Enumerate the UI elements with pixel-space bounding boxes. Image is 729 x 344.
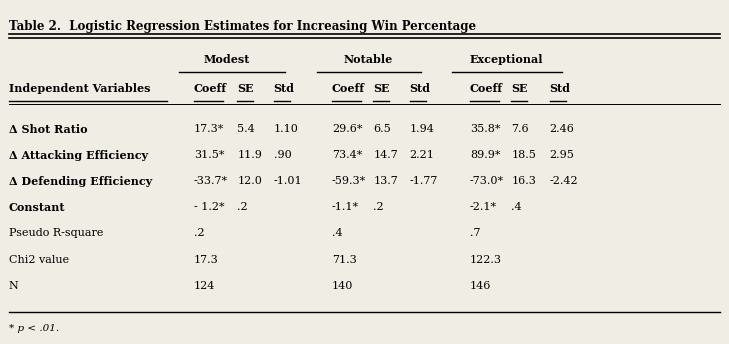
Text: Exceptional: Exceptional <box>469 54 543 65</box>
Text: 5.4: 5.4 <box>238 124 255 134</box>
Text: 16.3: 16.3 <box>511 176 536 186</box>
Text: 89.9*: 89.9* <box>469 150 500 160</box>
Text: Δ Defending Efficiency: Δ Defending Efficiency <box>9 176 152 187</box>
Text: 31.5*: 31.5* <box>194 150 225 160</box>
Text: 11.9: 11.9 <box>238 150 262 160</box>
Text: .4: .4 <box>332 228 343 238</box>
Text: Coeff: Coeff <box>469 83 503 94</box>
Text: -2.1*: -2.1* <box>469 202 497 212</box>
Text: Std: Std <box>273 83 295 94</box>
Text: .4: .4 <box>511 202 522 212</box>
Text: 71.3: 71.3 <box>332 255 356 265</box>
Text: 7.6: 7.6 <box>511 124 529 134</box>
Text: Constant: Constant <box>9 202 65 213</box>
Text: SE: SE <box>511 83 528 94</box>
Text: N: N <box>9 280 18 291</box>
Text: 2.46: 2.46 <box>550 124 574 134</box>
Text: -1.77: -1.77 <box>410 176 438 186</box>
Text: Table 2.  Logistic Regression Estimates for Increasing Win Percentage: Table 2. Logistic Regression Estimates f… <box>9 20 476 33</box>
Text: -1.01: -1.01 <box>273 176 303 186</box>
Text: 29.6*: 29.6* <box>332 124 362 134</box>
Text: Modest: Modest <box>203 54 250 65</box>
Text: 122.3: 122.3 <box>469 255 502 265</box>
Text: 146: 146 <box>469 280 491 291</box>
Text: -73.0*: -73.0* <box>469 176 504 186</box>
Text: 17.3*: 17.3* <box>194 124 225 134</box>
Text: 6.5: 6.5 <box>373 124 391 134</box>
Text: 140: 140 <box>332 280 353 291</box>
Text: Std: Std <box>410 83 431 94</box>
Text: -59.3*: -59.3* <box>332 176 366 186</box>
Text: SE: SE <box>238 83 254 94</box>
Text: .2: .2 <box>194 228 204 238</box>
Text: Notable: Notable <box>343 54 393 65</box>
Text: .7: .7 <box>469 228 480 238</box>
Text: 14.7: 14.7 <box>373 150 398 160</box>
Text: -2.42: -2.42 <box>550 176 578 186</box>
Text: Chi2 value: Chi2 value <box>9 255 69 265</box>
Text: .2: .2 <box>373 202 384 212</box>
Text: 18.5: 18.5 <box>511 150 536 160</box>
Text: Independent Variables: Independent Variables <box>9 83 150 94</box>
Text: 17.3: 17.3 <box>194 255 219 265</box>
Text: Coeff: Coeff <box>194 83 227 94</box>
Text: - 1.2*: - 1.2* <box>194 202 225 212</box>
Text: 35.8*: 35.8* <box>469 124 500 134</box>
Text: Std: Std <box>550 83 571 94</box>
Text: SE: SE <box>373 83 390 94</box>
Text: 12.0: 12.0 <box>238 176 262 186</box>
Text: 1.94: 1.94 <box>410 124 434 134</box>
Text: 73.4*: 73.4* <box>332 150 362 160</box>
Text: -1.1*: -1.1* <box>332 202 359 212</box>
Text: 124: 124 <box>194 280 215 291</box>
Text: 13.7: 13.7 <box>373 176 398 186</box>
Text: .90: .90 <box>273 150 292 160</box>
Text: * p < .01.: * p < .01. <box>9 324 59 333</box>
Text: 2.95: 2.95 <box>550 150 574 160</box>
Text: -33.7*: -33.7* <box>194 176 228 186</box>
Text: Pseudo R-square: Pseudo R-square <box>9 228 103 238</box>
Text: Δ Shot Ratio: Δ Shot Ratio <box>9 124 87 135</box>
Text: .2: .2 <box>238 202 248 212</box>
Text: Δ Attacking Efficiency: Δ Attacking Efficiency <box>9 150 148 161</box>
Text: 2.21: 2.21 <box>410 150 434 160</box>
Text: 1.10: 1.10 <box>273 124 299 134</box>
Text: Coeff: Coeff <box>332 83 364 94</box>
